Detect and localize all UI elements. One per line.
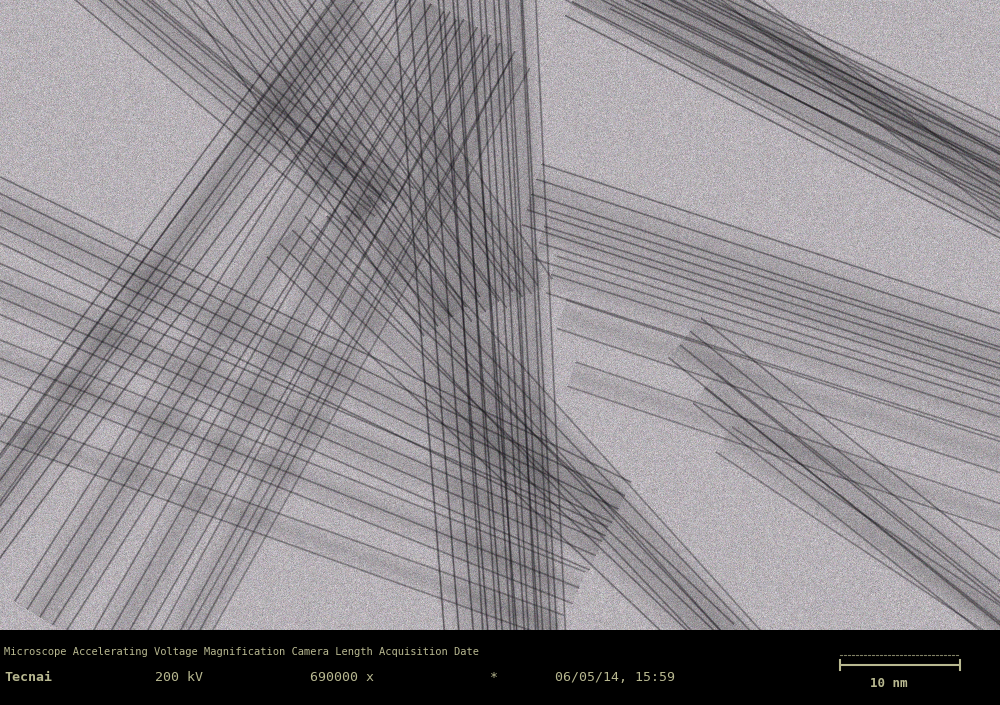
- Text: 06/05/14, 15:59: 06/05/14, 15:59: [555, 671, 675, 684]
- Text: 10 nm: 10 nm: [870, 677, 908, 690]
- Text: 200 kV: 200 kV: [155, 671, 203, 684]
- Text: Tecnai: Tecnai: [4, 671, 52, 684]
- Text: 690000 x: 690000 x: [310, 671, 374, 684]
- Text: *: *: [490, 671, 498, 684]
- Text: Microscope Accelerating Voltage Magnification Camera Length Acquisition Date: Microscope Accelerating Voltage Magnific…: [4, 647, 479, 657]
